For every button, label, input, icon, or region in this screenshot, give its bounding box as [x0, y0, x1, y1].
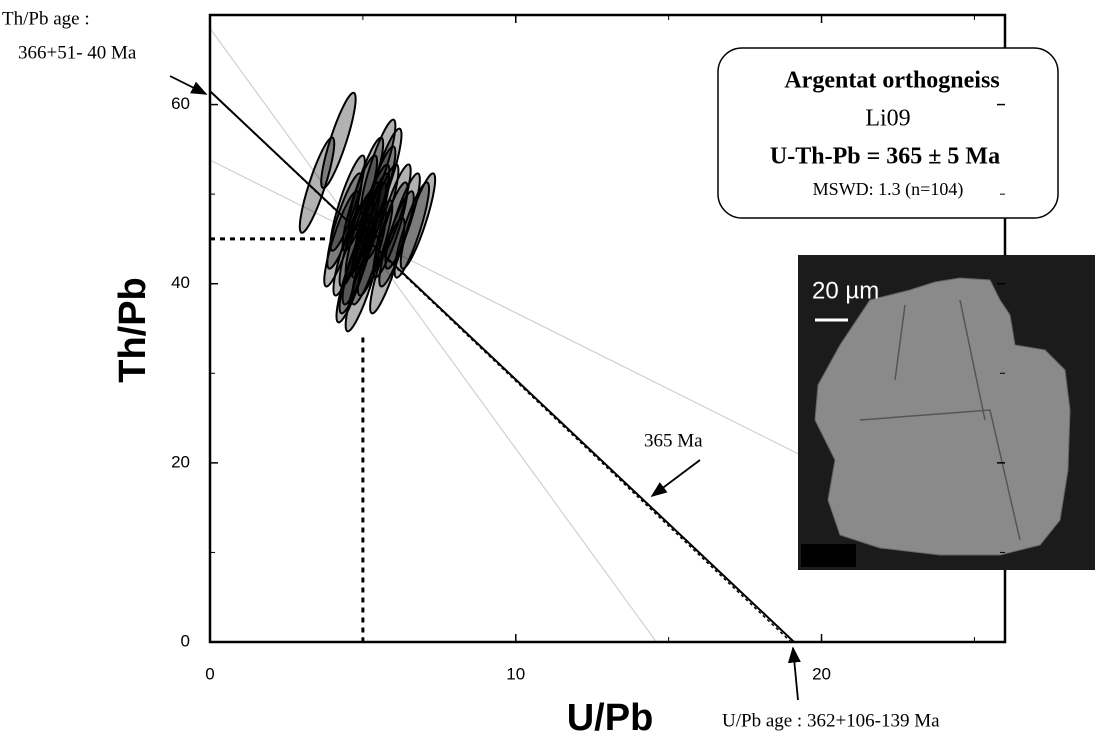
arrow — [169, 75, 208, 95]
error-ellipse — [338, 217, 375, 315]
x-tick-label: 0 — [205, 664, 214, 683]
error-ellipse — [353, 163, 391, 261]
y-tick-label: 0 — [181, 631, 190, 650]
annotation: Th/Pb age : — [2, 8, 90, 29]
error-ellipse — [375, 163, 412, 261]
y-tick-label: 60 — [171, 94, 190, 113]
isochron-line — [209, 90, 795, 643]
image-label-box — [801, 544, 856, 567]
arrow — [650, 459, 701, 497]
annotation: U/Pb age : 362+106-139 Ma — [722, 710, 940, 731]
envelope-line — [209, 28, 657, 643]
legend-text: Li09 — [865, 106, 910, 132]
grain — [814, 277, 1071, 556]
grain-cracks — [859, 299, 1021, 541]
x-axis-title: U/Pb — [567, 697, 654, 739]
envelope-line — [209, 159, 801, 456]
y-axis-title: Th/Pb — [112, 277, 154, 383]
error-ellipse — [298, 136, 336, 234]
error-ellipse — [384, 172, 421, 270]
error-ellipse — [323, 190, 360, 288]
grain-image: 20 µm — [798, 255, 1095, 570]
legend-text: MSWD: 1.3 (n=104) — [813, 179, 964, 200]
plot-area — [209, 28, 801, 643]
error-ellipse — [393, 181, 431, 279]
legend-title: Argentat orthogneiss — [784, 68, 999, 94]
annotation: 365 Ma — [644, 430, 703, 451]
y-tick-label: 40 — [171, 273, 190, 292]
scale-label: 20 µm — [812, 277, 879, 304]
legend-box: Argentat orthogneiss Li09 U-Th-Pb = 365 … — [717, 47, 1059, 219]
legend-frame — [717, 47, 1059, 219]
error-ellipse — [399, 172, 437, 270]
legend-text: U-Th-Pb = 365 ± 5 Ma — [770, 144, 1000, 170]
y-tick-label: 20 — [171, 452, 190, 471]
annotation: 366+51- 40 Ma — [18, 42, 137, 63]
x-tick-label: 10 — [506, 664, 525, 683]
x-tick-label: 20 — [812, 664, 831, 683]
arrow — [787, 646, 801, 701]
